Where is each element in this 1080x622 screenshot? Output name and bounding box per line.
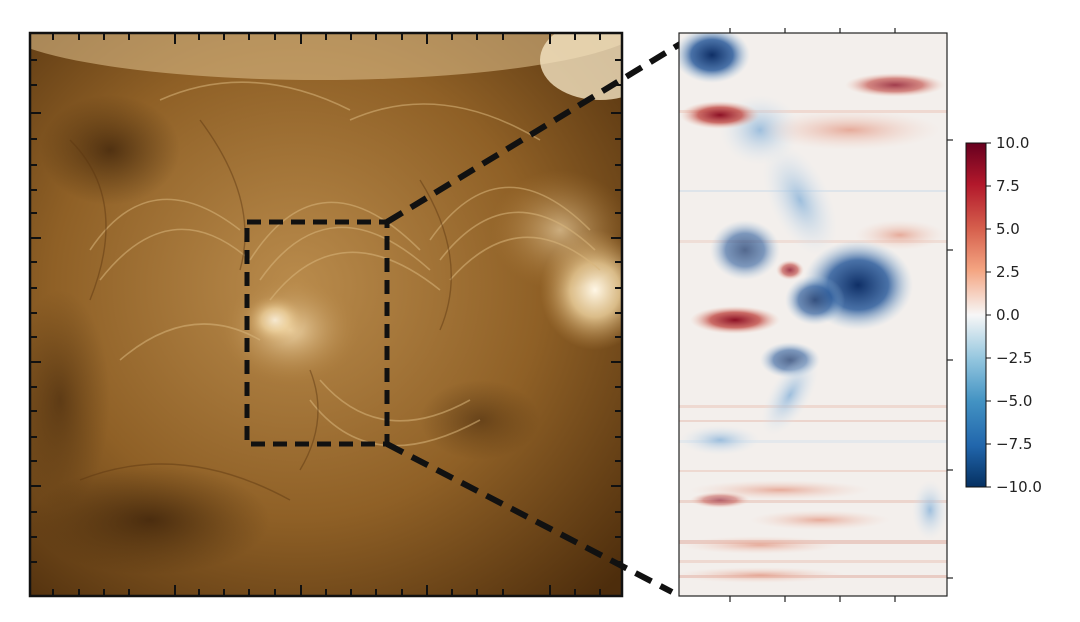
colorbar: 10.0 7.5 5.0 2.5 0.0 −2.5 −5.0 −7.5 −10.0: [965, 134, 1042, 496]
colorbar-tick-label: 0.0: [996, 306, 1020, 324]
solar-image: [30, 33, 622, 596]
dashed-line-icon: [385, 441, 674, 595]
velocity-map: [679, 33, 947, 596]
solar-image-ticks: [30, 33, 622, 596]
colorbar-ticks: [986, 142, 991, 488]
colorbar-tick-label: −10.0: [996, 478, 1042, 496]
colorbar-tick-label: 2.5: [996, 263, 1020, 281]
colorbar-gradient: [965, 142, 987, 488]
zoom-connector-lines: [385, 35, 692, 595]
velocity-map-ticks: [729, 28, 953, 602]
colorbar-tick-label: 5.0: [996, 220, 1020, 238]
colorbar-tick-label: −7.5: [996, 435, 1032, 453]
colorbar-tick-labels: 10.0 7.5 5.0 2.5 0.0 −2.5 −5.0 −7.5 −10.0: [996, 134, 1042, 496]
velocity-map-panel: [678, 28, 953, 602]
colorbar-tick-label: 10.0: [996, 134, 1029, 152]
colorbar-tick-label: −2.5: [996, 349, 1032, 367]
zoom-region-box: [244, 219, 390, 447]
colorbar-tick-label: −5.0: [996, 392, 1032, 410]
dashed-line-icon: [385, 35, 692, 225]
solar-image-panel: [28, 31, 624, 598]
colorbar-tick-label: 7.5: [996, 177, 1020, 195]
velocity-map-frame: [678, 32, 948, 597]
